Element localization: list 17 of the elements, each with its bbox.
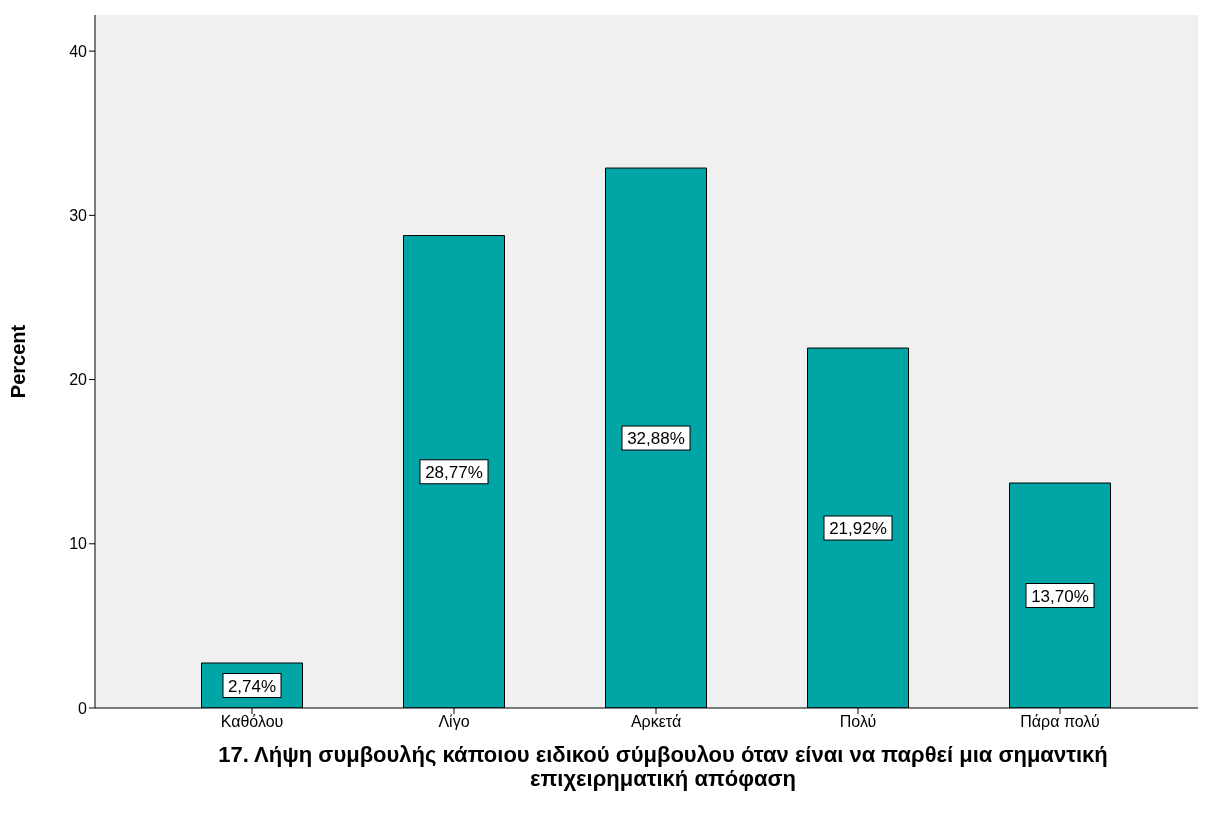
y-axis-title: Percent: [7, 324, 30, 399]
y-tick-label: 0: [78, 699, 88, 717]
data-label: 28,77%: [425, 462, 483, 482]
x-tick-label: Πάρα πολύ: [1020, 713, 1100, 731]
data-label: 2,74%: [227, 676, 277, 696]
y-tick-label: 40: [69, 42, 88, 60]
y-tick-label: 30: [69, 207, 88, 225]
x-tick-label: Αρκετά: [630, 713, 682, 731]
data-label: 21,92%: [829, 519, 887, 539]
x-tick-label: Καθόλου: [220, 713, 284, 731]
x-axis-title: 17. Λήψη συμβουλής κάποιου ειδικού σύμβουλου όταν είναι να παρθεί μια σημαντική επιχειρηματική απόφαση: [217, 742, 1109, 791]
x-tick-label: Λίγο: [438, 713, 470, 731]
x-tick-label: Πολύ: [839, 713, 877, 731]
data-label: 32,88%: [627, 429, 685, 449]
data-label: 13,70%: [1031, 586, 1089, 606]
y-tick-label: 10: [69, 535, 88, 553]
y-tick-label: 20: [69, 371, 88, 389]
